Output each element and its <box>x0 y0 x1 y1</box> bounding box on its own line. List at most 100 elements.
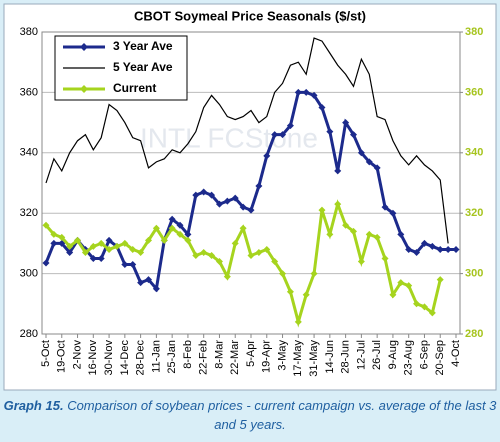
point <box>294 88 302 96</box>
point <box>105 245 113 253</box>
x-tick-label: 4-Oct <box>450 340 462 367</box>
point <box>294 318 302 326</box>
point <box>413 300 421 308</box>
point <box>389 209 397 217</box>
x-tick-label: 22-Feb <box>198 340 210 375</box>
x-tick-label: 19-Apr <box>261 340 273 373</box>
y2-tick-label: 340 <box>465 147 483 159</box>
point <box>271 131 279 139</box>
point <box>279 131 287 139</box>
legend-label: 3 Year Ave <box>113 39 173 53</box>
point <box>326 128 334 136</box>
chart-title: CBOT Soymeal Price Seasonals ($/st) <box>134 8 366 23</box>
x-tick-label: 2-Nov <box>71 340 83 370</box>
point <box>160 236 168 244</box>
point <box>279 270 287 278</box>
point <box>318 104 326 111</box>
point <box>50 239 58 247</box>
point <box>58 239 66 247</box>
point <box>436 276 444 284</box>
point <box>137 248 145 256</box>
point <box>247 206 255 214</box>
point <box>97 239 105 247</box>
legend-marker <box>80 43 88 51</box>
point <box>381 203 389 211</box>
point <box>42 259 50 267</box>
point <box>302 88 310 96</box>
x-tick-label: 20-Sep <box>434 340 446 375</box>
point <box>231 239 239 247</box>
x-tick-label: 5-Apr <box>245 340 257 367</box>
y-tick-label: 340 <box>20 147 38 159</box>
point <box>137 279 145 287</box>
caption-text: Comparison of soybean prices - current c… <box>67 398 497 432</box>
point <box>436 245 444 253</box>
point <box>168 215 176 223</box>
point <box>255 182 263 190</box>
x-tick-label: 31-May <box>308 340 320 377</box>
point <box>176 230 184 238</box>
point <box>42 221 50 229</box>
point <box>121 239 129 247</box>
point <box>81 248 89 256</box>
y2-tick-label: 280 <box>465 328 483 340</box>
point <box>350 227 357 235</box>
x-tick-label: 16-Nov <box>87 340 99 376</box>
point <box>310 270 318 278</box>
point <box>342 221 350 229</box>
x-tick-label: 28-Dec <box>135 340 147 376</box>
point <box>247 251 255 259</box>
point <box>286 122 294 130</box>
x-tick-label: 8-Feb <box>182 340 194 369</box>
point <box>89 255 97 262</box>
point <box>271 258 279 266</box>
y-tick-label: 320 <box>20 207 38 219</box>
point <box>184 230 192 238</box>
point <box>334 167 342 175</box>
point <box>239 203 247 211</box>
point <box>452 245 460 253</box>
legend-marker <box>80 85 88 93</box>
point <box>373 164 381 172</box>
point <box>286 288 294 296</box>
x-tick-label: 6-Sep <box>418 340 430 369</box>
y-tick-label: 360 <box>20 86 38 98</box>
point <box>397 279 405 287</box>
legend-label: 5 Year Ave <box>113 60 173 74</box>
point <box>121 261 129 269</box>
x-tick-label: 14-Dec <box>119 340 131 376</box>
y-tick-label: 280 <box>20 328 38 340</box>
point <box>357 258 365 266</box>
point <box>192 191 200 199</box>
point <box>200 188 208 196</box>
caption: Graph 15. Comparison of soybean prices -… <box>0 396 500 434</box>
point <box>302 291 310 299</box>
x-tick-label: 11-Jan <box>150 340 162 373</box>
point <box>389 291 397 299</box>
point <box>208 251 216 259</box>
point <box>326 230 334 238</box>
x-tick-label: 26-Jul <box>371 340 383 370</box>
y2-tick-label: 320 <box>465 207 483 219</box>
point <box>405 282 413 290</box>
x-tick-label: 22-Mar <box>229 340 241 375</box>
point <box>223 197 231 205</box>
x-tick-label: 5-Oct <box>40 340 52 367</box>
point <box>89 242 97 250</box>
point <box>263 245 271 253</box>
series-line <box>45 37 449 244</box>
point <box>129 261 137 269</box>
x-tick-label: 28-Jun <box>340 340 352 374</box>
point <box>184 236 192 244</box>
x-tick-label: 17-May <box>292 340 304 377</box>
point <box>342 119 350 127</box>
point <box>405 245 413 253</box>
y2-tick-label: 360 <box>465 86 483 98</box>
point <box>239 224 247 232</box>
point <box>255 248 263 256</box>
x-tick-label: 8-Mar <box>213 340 225 369</box>
point <box>428 309 436 317</box>
point <box>223 273 231 281</box>
x-tick-label: 25-Jan <box>166 340 178 374</box>
y2-tick-label: 380 <box>465 26 483 38</box>
